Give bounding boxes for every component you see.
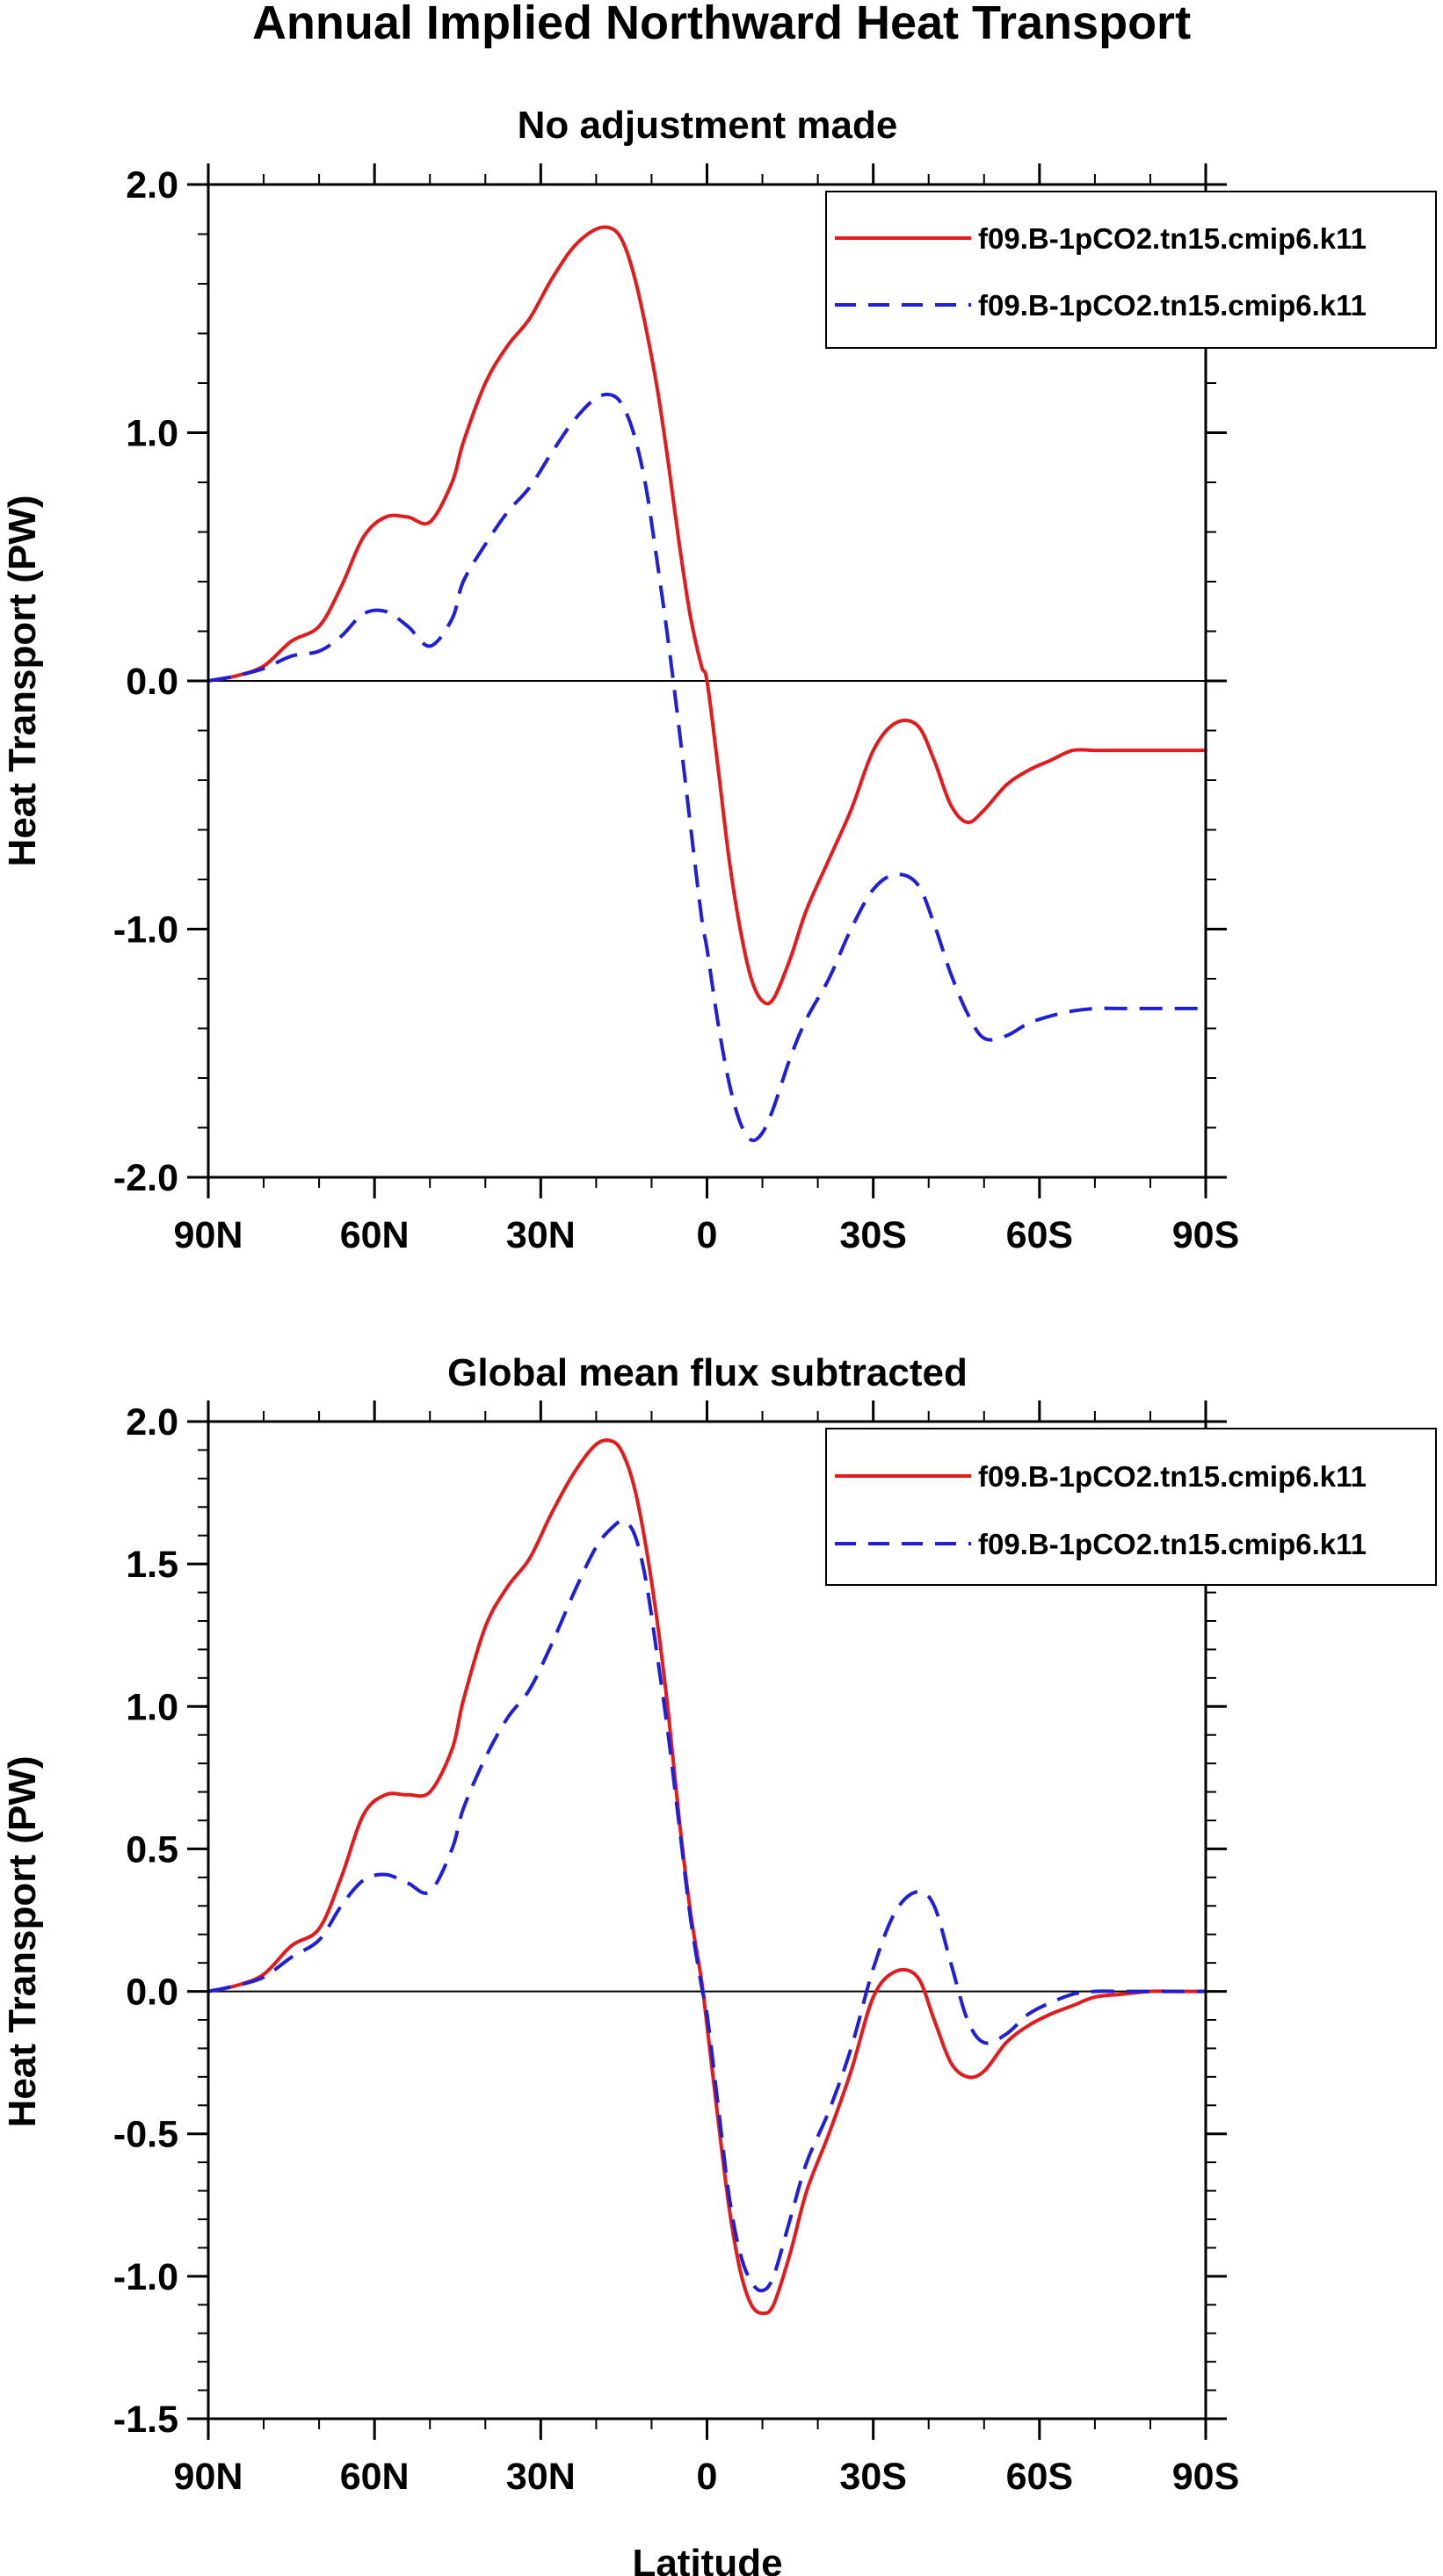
x-axis-label: Latitude — [632, 2542, 782, 2576]
x-tick-label: 60S — [1006, 2456, 1074, 2498]
x-tick-label: 0 — [697, 2456, 718, 2498]
x-tick-label: 30N — [506, 1214, 576, 1256]
y-tick-label: -1.0 — [113, 909, 178, 952]
legend: f09.B-1pCO2.tn15.cmip6.k11 f09.B-1pCO2.t… — [825, 1428, 1437, 1586]
series-line-solid-red — [207, 225, 1207, 1006]
y-tick-label: 1.0 — [126, 1686, 178, 1728]
y-tick-label: -2.0 — [113, 1157, 178, 1199]
panel-title: Global mean flux subtracted — [447, 1351, 968, 1394]
x-tick-label: 90N — [174, 2456, 243, 2498]
x-tick-label: 0 — [697, 1214, 718, 1256]
panel-title: No adjustment made — [518, 104, 898, 147]
series-line-dashed-blue — [207, 1519, 1207, 2293]
y-tick-label: 2.0 — [126, 164, 178, 206]
x-tick-label: 90S — [1172, 1214, 1240, 1256]
y-tick-label: 0.5 — [126, 1828, 178, 1870]
x-tick-label: 60N — [340, 1214, 410, 1256]
y-axis-label: Heat Transport (PW) — [1, 496, 44, 867]
y-tick-label: -0.5 — [113, 2114, 178, 2156]
legend-label-model-a: f09.B-1pCO2.tn15.cmip6.k11 — [978, 222, 1367, 255]
x-tick-label: 60N — [340, 2456, 410, 2498]
legend-label-model-b: f09.B-1pCO2.tn15.cmip6.k11 — [978, 289, 1367, 322]
x-tick-label: 30S — [839, 2456, 907, 2498]
legend-label-model-a: f09.B-1pCO2.tn15.cmip6.k11 — [978, 1460, 1367, 1493]
legend-box — [825, 191, 1437, 349]
x-tick-label: 60S — [1006, 1214, 1074, 1256]
series-line-dashed-blue — [207, 392, 1206, 1143]
figure-title: Annual Implied Northward Heat Transport — [252, 0, 1191, 49]
y-tick-label: 1.0 — [126, 413, 178, 455]
y-tick-label: -1.0 — [113, 2256, 178, 2298]
x-tick-label: 30N — [506, 2456, 576, 2498]
legend: f09.B-1pCO2.tn15.cmip6.k11 f09.B-1pCO2.t… — [825, 191, 1437, 349]
legend-box — [825, 1428, 1437, 1586]
y-tick-label: 1.5 — [126, 1544, 178, 1586]
y-tick-label: 0.0 — [126, 661, 178, 703]
chart-panel-global-mean-subtracted: Global mean flux subtracted Heat Transpo… — [1, 1351, 1437, 2576]
y-tick-label: -1.5 — [113, 2399, 178, 2441]
y-tick-label: 2.0 — [126, 1401, 178, 1444]
legend-label-model-b: f09.B-1pCO2.tn15.cmip6.k11 — [978, 1528, 1367, 1560]
y-axis-label: Heat Transport (PW) — [1, 1756, 44, 2128]
y-tick-label: 0.0 — [126, 1972, 178, 2014]
x-tick-label: 90N — [174, 1214, 243, 1256]
x-tick-label: 90S — [1172, 2456, 1240, 2498]
chart-panel-no-adjustment: No adjustment made Heat Transport (PW) -… — [1, 104, 1437, 1256]
x-tick-label: 30S — [839, 1214, 907, 1256]
